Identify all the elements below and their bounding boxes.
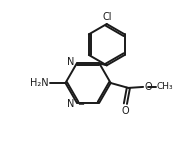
Text: O: O: [144, 82, 152, 92]
Text: N: N: [67, 57, 75, 67]
Text: H₂N: H₂N: [30, 78, 49, 88]
Text: =: =: [77, 99, 84, 108]
Text: Cl: Cl: [103, 12, 113, 22]
Text: O: O: [122, 106, 129, 116]
Text: N: N: [67, 99, 75, 109]
Text: CH₃: CH₃: [157, 83, 173, 91]
